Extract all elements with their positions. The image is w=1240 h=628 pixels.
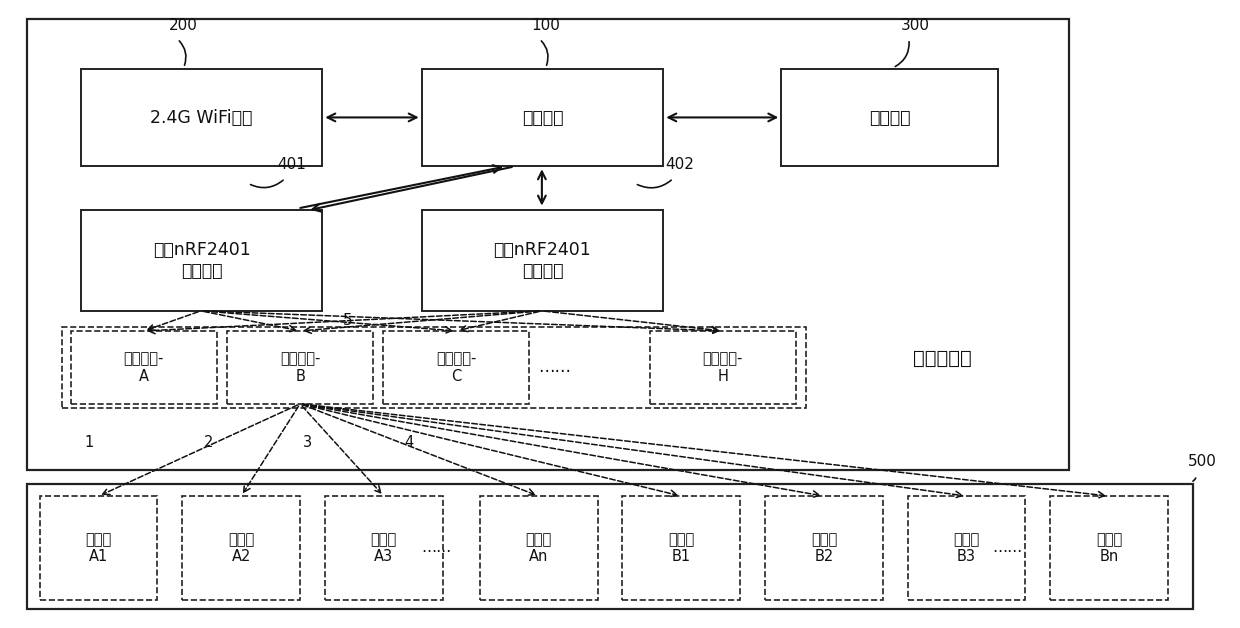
Bar xyxy=(650,331,796,404)
Text: 存储模块: 存储模块 xyxy=(869,109,910,127)
Text: 2: 2 xyxy=(203,435,213,450)
Bar xyxy=(27,19,1069,470)
Text: 第二nRF2401
视频模块: 第二nRF2401 视频模块 xyxy=(494,241,591,280)
Text: 401: 401 xyxy=(277,157,306,172)
Text: 1: 1 xyxy=(84,435,94,450)
Text: 第一nRF2401
视频模块: 第一nRF2401 视频模块 xyxy=(153,241,250,280)
Bar xyxy=(182,496,300,600)
Text: 优选信道-
B: 优选信道- B xyxy=(280,351,320,384)
Bar xyxy=(81,210,322,311)
Text: 子节点
A2: 子节点 A2 xyxy=(228,532,254,564)
Text: 2.4G WiFi模块: 2.4G WiFi模块 xyxy=(150,109,253,127)
Bar xyxy=(765,496,883,600)
Text: 500: 500 xyxy=(1188,454,1218,469)
Text: 子节点
B1: 子节点 B1 xyxy=(668,532,694,564)
Text: 子节点
Bn: 子节点 Bn xyxy=(1096,532,1122,564)
Text: ……: …… xyxy=(422,540,451,555)
Text: 402: 402 xyxy=(665,157,694,172)
Bar xyxy=(71,331,217,404)
Bar xyxy=(227,331,373,404)
Text: 4: 4 xyxy=(404,435,414,450)
Text: 优选信道-
H: 优选信道- H xyxy=(703,351,743,384)
Bar xyxy=(422,69,663,166)
Bar xyxy=(622,496,740,600)
Text: 物联网网关: 物联网网关 xyxy=(913,349,972,367)
Bar xyxy=(908,496,1025,600)
Bar xyxy=(81,69,322,166)
Text: 子节点
A1: 子节点 A1 xyxy=(86,532,112,564)
Text: 主控模块: 主控模块 xyxy=(522,109,563,127)
Text: 子节点
B2: 子节点 B2 xyxy=(811,532,837,564)
Bar xyxy=(325,496,443,600)
Text: 5: 5 xyxy=(342,313,352,328)
Text: 优选信道-
A: 优选信道- A xyxy=(124,351,164,384)
Text: 子节点
B3: 子节点 B3 xyxy=(954,532,980,564)
Bar xyxy=(383,331,529,404)
Bar xyxy=(422,210,663,311)
Text: 100: 100 xyxy=(531,18,560,33)
Text: 300: 300 xyxy=(900,18,930,33)
Bar xyxy=(781,69,998,166)
Text: ……: …… xyxy=(538,359,570,376)
Text: 子节点
A3: 子节点 A3 xyxy=(371,532,397,564)
Bar xyxy=(1050,496,1168,600)
Bar xyxy=(40,496,157,600)
Text: ……: …… xyxy=(992,540,1022,555)
Bar xyxy=(27,484,1193,609)
Text: 优选信道-
C: 优选信道- C xyxy=(436,351,476,384)
Bar xyxy=(480,496,598,600)
Text: 3: 3 xyxy=(303,435,312,450)
Bar xyxy=(62,327,806,408)
Text: 子节点
An: 子节点 An xyxy=(526,532,552,564)
Text: 200: 200 xyxy=(169,18,198,33)
